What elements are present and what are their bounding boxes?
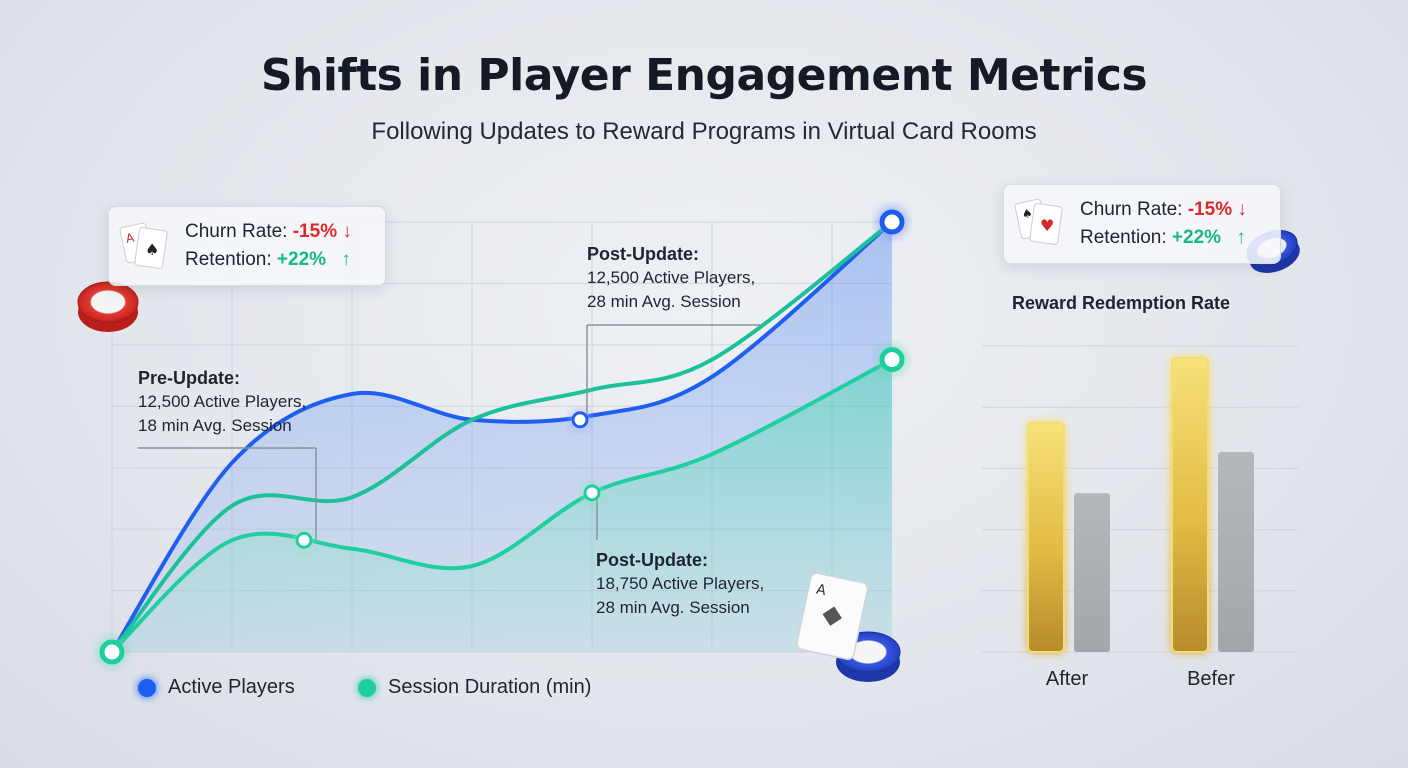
bar-grey <box>1074 493 1110 652</box>
annotation-line: 18,750 Active Players, <box>596 574 765 593</box>
retention-label: Retention: <box>1080 227 1167 248</box>
highlighted-points <box>99 209 905 665</box>
annotation-post-update-bottom: Post-Update: 18,750 Active Players, 28 m… <box>596 548 764 620</box>
arrow-down-icon: ↓ <box>1237 199 1247 220</box>
annotation-line: 12,500 Active Players, <box>138 392 307 411</box>
svg-text:♠: ♠ <box>1020 206 1033 222</box>
ace-card-icon: A <box>796 572 869 660</box>
churn-rate-label: Churn Rate: <box>1080 199 1183 220</box>
highlight-point <box>879 347 905 373</box>
bar-chart-title: Reward Redemption Rate <box>1012 293 1231 313</box>
svg-text:A: A <box>815 581 828 599</box>
session-duration-area <box>112 359 892 652</box>
chart-subtitle: Following Updates to Reward Programs in … <box>371 118 1037 145</box>
arrow-up-icon: ↑ <box>341 249 351 270</box>
bar-category-label: Befer <box>1187 668 1235 690</box>
legend-session-duration: Session Duration (min) <box>358 676 591 699</box>
chart-title: Shifts in Player Engagement Metrics <box>260 50 1148 101</box>
retention-value: +22% <box>276 249 327 270</box>
svg-text:♥: ♥ <box>1040 216 1054 235</box>
annotation-heading: Pre-Update: <box>138 368 241 388</box>
highlight-point <box>583 484 601 502</box>
highlight-point <box>879 209 905 235</box>
stat-card-left: A ♠ Churn Rate: -15% ↓ Retention: +22% ↑ <box>108 206 386 286</box>
annotation-line: 28 min Avg. Session <box>596 598 750 617</box>
retention-value: +22% <box>1171 227 1222 248</box>
svg-text:♠: ♠ <box>145 240 159 259</box>
session-duration-line-lower <box>110 357 893 654</box>
bar-gold <box>1027 421 1065 653</box>
annotation-line: 12,500 Active Players, <box>587 268 756 287</box>
playing-cards-icon: A ♠ <box>119 222 168 269</box>
bar-chart-bars <box>1027 356 1254 653</box>
highlight-point <box>295 531 313 549</box>
annotation-line: 28 min Avg. Session <box>587 292 741 311</box>
bar-category-label: After <box>1045 668 1089 690</box>
annotation-heading: Post-Update: <box>587 244 699 264</box>
highlight-point <box>99 639 125 665</box>
svg-text:A: A <box>124 230 136 246</box>
legend-swatch-green <box>358 678 376 697</box>
retention-label: Retention: <box>185 249 272 270</box>
legend-swatch-blue <box>138 678 156 697</box>
churn-rate-value: -15% <box>1187 199 1233 220</box>
annotation-line: 18 min Avg. Session <box>138 416 292 435</box>
churn-rate-label: Churn Rate: <box>185 221 288 242</box>
annotation-pre-update: Pre-Update: 12,500 Active Players, 18 mi… <box>138 366 306 438</box>
bar-gold <box>1171 356 1209 653</box>
arrow-down-icon: ↓ <box>342 221 352 242</box>
stat-card-right: ♠ ♥ Churn Rate: -15% ↓ Retention: +22% ↑ <box>1003 184 1281 264</box>
legend-label: Session Duration (min) <box>388 676 592 698</box>
playing-cards-icon: ♠ ♥ <box>1014 198 1063 245</box>
poker-chip-icon <box>77 281 139 332</box>
session-duration-line-upper <box>110 220 894 654</box>
annotation-post-update-top: Post-Update: 12,500 Active Players, 28 m… <box>587 242 755 314</box>
legend-active-players: Active Players <box>138 676 295 699</box>
churn-rate-value: -15% <box>292 221 338 242</box>
bar-grey <box>1218 451 1254 652</box>
arrow-up-icon: ↑ <box>1236 227 1246 248</box>
annotation-heading: Post-Update: <box>596 550 708 570</box>
highlight-point <box>571 411 589 429</box>
legend-label: Active Players <box>168 676 295 698</box>
